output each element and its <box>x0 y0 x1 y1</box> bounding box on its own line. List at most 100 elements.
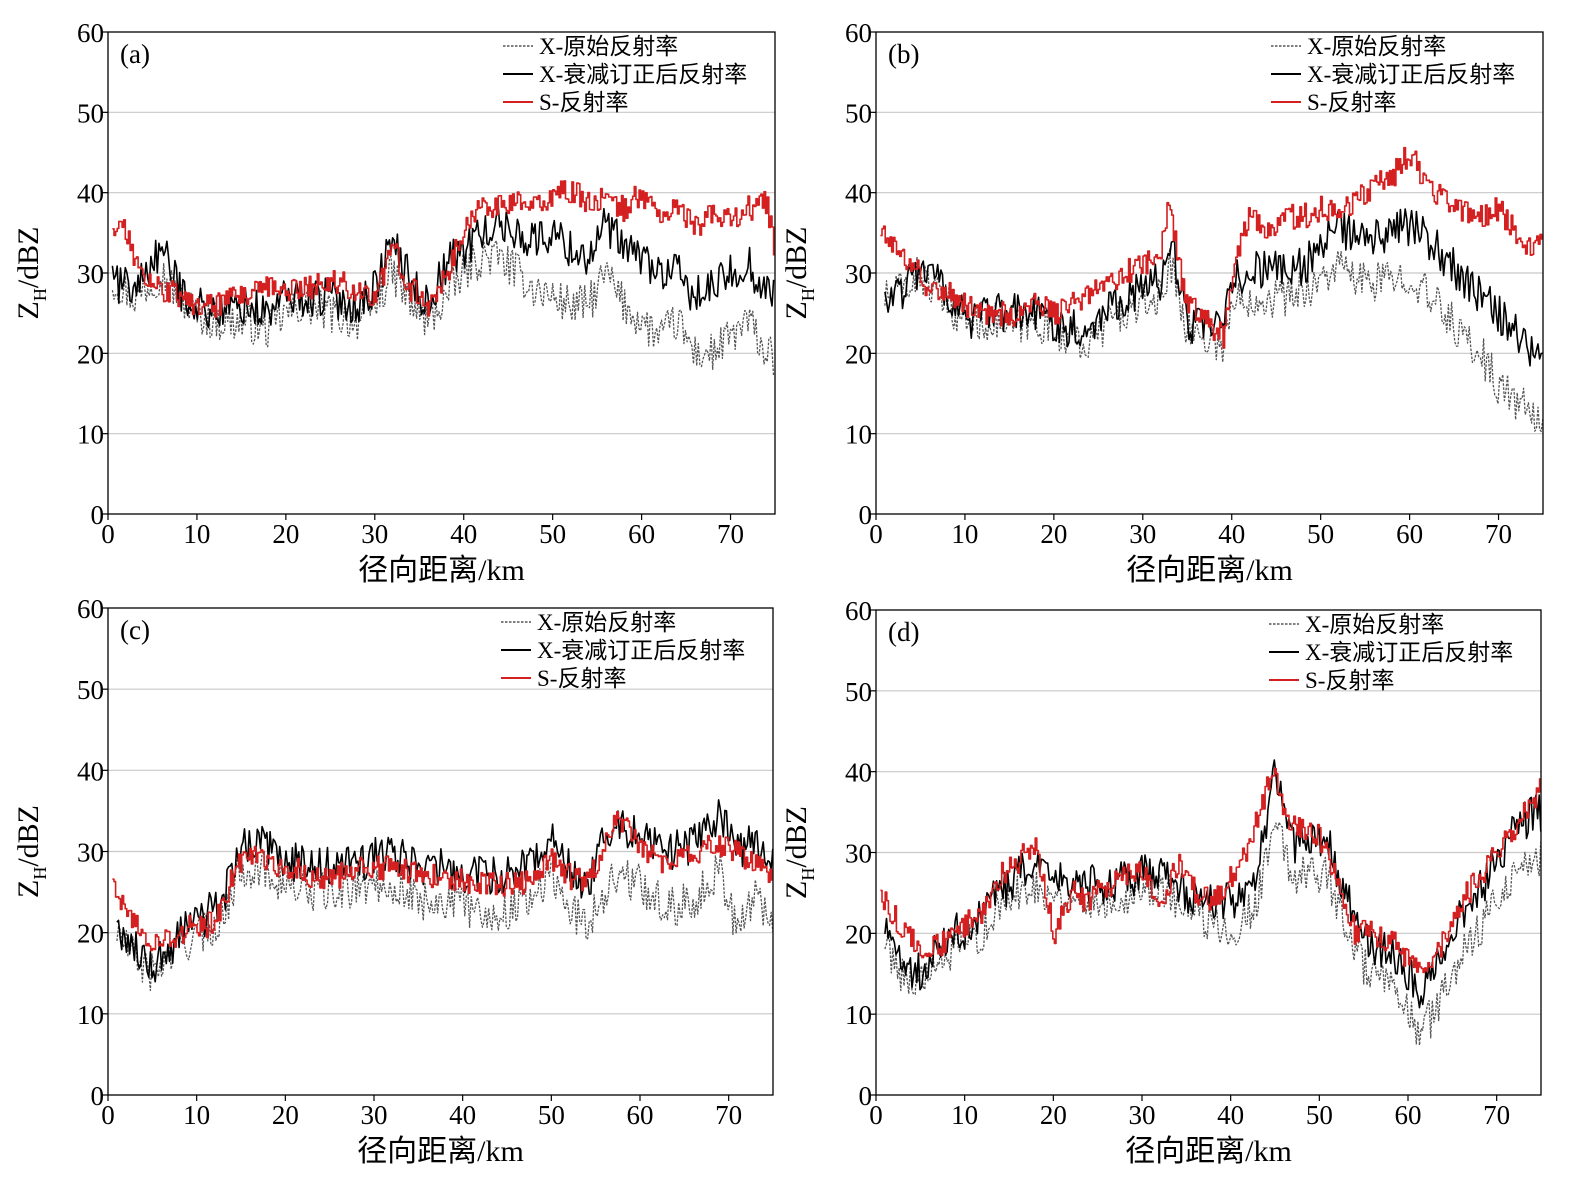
series-line <box>884 759 1542 1009</box>
x-tick-label: 50 <box>1307 519 1334 549</box>
y-tick-label: 60 <box>845 596 872 626</box>
y-axis-label: ZH/dBZ <box>12 805 50 898</box>
x-tick-label: 60 <box>628 519 655 549</box>
x-tick-label: 20 <box>1040 519 1067 549</box>
chart-panel: 0 10 20 30 40 50 60 70 0 10 20 30 40 50 60 径向距离/km ZH/dB… <box>780 18 1544 587</box>
panel-label: (b) <box>888 39 919 69</box>
x-tick-label: 50 <box>539 519 566 549</box>
series-line <box>112 180 775 318</box>
y-axis-label: ZH/dBZ <box>780 227 818 320</box>
x-tick-label: 70 <box>715 1100 742 1130</box>
y-tick-label: 40 <box>77 756 104 786</box>
x-tick-label: 10 <box>951 1100 978 1130</box>
y-axis-label-unit: /dBZ <box>12 805 45 867</box>
x-tick-label: 10 <box>183 1100 210 1130</box>
y-axis-label-main: Z <box>12 880 45 898</box>
y-tick-label: 50 <box>77 98 104 128</box>
y-tick-label: 0 <box>91 1081 105 1111</box>
y-axis-label-subscript: H <box>798 868 818 881</box>
series-line <box>111 240 775 377</box>
y-axis-label: ZH/dBZ <box>12 227 50 320</box>
y-tick-label: 50 <box>845 677 872 707</box>
y-tick-label: 40 <box>77 179 104 209</box>
series-line <box>884 208 1543 367</box>
y-tick-label: 50 <box>77 675 104 705</box>
y-tick-label: 10 <box>77 1000 104 1030</box>
x-tick-label: 0 <box>101 519 115 549</box>
legend-entry: X-原始反射率 <box>1307 34 1446 59</box>
x-tick-label: 0 <box>869 1100 883 1130</box>
y-axis-label-main: Z <box>12 301 45 319</box>
y-tick-label: 40 <box>845 179 872 209</box>
legend-entry: S-反射率 <box>539 90 628 115</box>
x-tick-label: 30 <box>361 519 388 549</box>
x-tick-label: 20 <box>272 1100 299 1130</box>
y-tick-label: 40 <box>845 758 872 788</box>
legend-entry: S-反射率 <box>537 666 626 691</box>
y-tick-label: 60 <box>77 18 104 48</box>
x-axis-label: 径向距离/km <box>1125 1135 1292 1168</box>
legend-entry: X-衰减订正后反射率 <box>539 62 747 87</box>
x-tick-label: 70 <box>1483 1100 1510 1130</box>
legend-entry: X-衰减订正后反射率 <box>1305 640 1513 665</box>
x-axis-label: 径向距离/km <box>357 1135 524 1168</box>
y-axis-label-main: Z <box>780 881 813 899</box>
y-axis-label-subscript: H <box>798 288 818 301</box>
y-tick-label: 30 <box>845 839 872 869</box>
y-tick-label: 20 <box>845 919 872 949</box>
x-tick-label: 40 <box>1217 1100 1244 1130</box>
x-tick-label: 10 <box>183 519 210 549</box>
y-axis-label-main: Z <box>780 301 813 319</box>
x-tick-label: 0 <box>869 519 883 549</box>
y-tick-label: 0 <box>91 500 105 530</box>
x-tick-label: 40 <box>1218 519 1245 549</box>
y-tick-label: 60 <box>77 594 104 624</box>
y-axis-label-unit: /dBZ <box>780 806 813 868</box>
chart-panel: 0 10 20 30 40 50 60 70 0 10 20 30 40 50 60 径向距离/km ZH/dB… <box>12 594 774 1168</box>
legend-entry: X-衰减订正后反射率 <box>1307 62 1515 87</box>
y-axis-label-subscript: H <box>30 867 50 880</box>
panel-label: (d) <box>888 617 919 647</box>
x-tick-label: 60 <box>1395 1100 1422 1130</box>
y-tick-label: 0 <box>859 500 873 530</box>
legend-entry: X-原始反射率 <box>1305 612 1444 637</box>
legend-entry: S-反射率 <box>1305 668 1394 693</box>
x-tick-label: 30 <box>1129 1100 1156 1130</box>
x-axis-label: 径向距离/km <box>1126 554 1293 587</box>
series-line <box>880 767 1541 974</box>
x-tick-label: 30 <box>361 1100 388 1130</box>
y-axis-label: ZH/dBZ <box>780 806 818 899</box>
y-axis-label-unit: /dBZ <box>12 227 45 289</box>
y-tick-label: 20 <box>77 339 104 369</box>
y-tick-label: 10 <box>845 420 872 450</box>
x-tick-label: 60 <box>627 1100 654 1130</box>
y-tick-label: 60 <box>845 18 872 48</box>
series-line <box>116 799 774 983</box>
x-tick-label: 20 <box>1040 1100 1067 1130</box>
x-tick-label: 40 <box>450 519 477 549</box>
x-tick-label: 70 <box>1485 519 1512 549</box>
x-tick-label: 10 <box>951 519 978 549</box>
panel-label: (c) <box>120 615 150 645</box>
y-axis-label-unit: /dBZ <box>780 227 813 289</box>
x-axis-label: 径向距离/km <box>358 554 525 587</box>
y-tick-label: 10 <box>845 1000 872 1030</box>
y-tick-label: 30 <box>845 259 872 289</box>
y-tick-label: 20 <box>845 339 872 369</box>
y-axis-label-subscript: H <box>30 288 50 301</box>
y-tick-label: 30 <box>77 838 104 868</box>
legend-entry: S-反射率 <box>1307 90 1396 115</box>
panel-label: (a) <box>120 39 150 69</box>
x-tick-label: 50 <box>1306 1100 1333 1130</box>
series-line <box>884 821 1542 1046</box>
x-tick-label: 40 <box>449 1100 476 1130</box>
y-tick-label: 30 <box>77 259 104 289</box>
x-tick-label: 50 <box>538 1100 565 1130</box>
legend-entry: X-衰减订正后反射率 <box>537 638 745 663</box>
x-tick-label: 70 <box>717 519 744 549</box>
x-tick-label: 0 <box>101 1100 115 1130</box>
chart-panel: 0 10 20 30 40 50 60 70 0 10 20 30 40 50 60 径向距离/km ZH/dB… <box>780 596 1542 1168</box>
y-tick-label: 0 <box>859 1081 873 1111</box>
x-tick-label: 60 <box>1396 519 1423 549</box>
